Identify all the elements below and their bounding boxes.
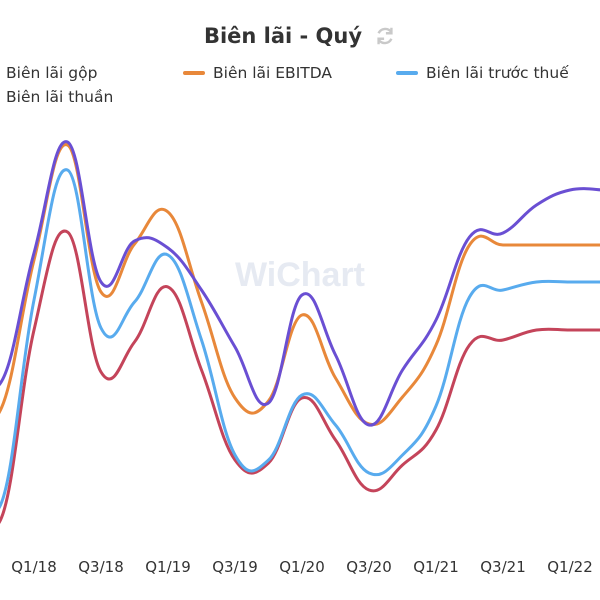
- legend-swatch: [396, 71, 418, 75]
- legend-item-bien-lai-thuan[interactable]: Biên lãi thuần: [0, 88, 113, 106]
- refresh-icon[interactable]: [374, 25, 396, 47]
- chart-legend: Biên lãi gộp Biên lãi EBITDA Biên lãi tr…: [0, 60, 600, 110]
- x-tick-label: Q1/22: [547, 558, 593, 576]
- series-line-3[interactable]: [0, 229, 600, 527]
- legend-label: Biên lãi thuần: [6, 88, 114, 106]
- legend-item-bien-lai-ebitda[interactable]: Biên lãi EBITDA: [183, 64, 332, 82]
- legend-label: Biên lãi trước thuế: [426, 64, 569, 82]
- chart-title: Biên lãi - Quý: [203, 24, 363, 48]
- x-tick-label: Q1/20: [279, 558, 325, 576]
- x-tick-label: Q3/19: [212, 558, 258, 576]
- legend-swatch: [183, 71, 205, 75]
- x-tick-label: Q3/18: [78, 558, 124, 576]
- legend-item-bien-lai-truoc-thue[interactable]: Biên lãi trước thuế: [396, 64, 569, 82]
- chart-watermark: WiChart: [235, 256, 365, 294]
- x-tick-label: Q1/21: [413, 558, 459, 576]
- legend-label: Biên lãi gộp: [6, 64, 98, 82]
- x-tick-label: Q3/21: [480, 558, 526, 576]
- x-tick-label: Q3/20: [346, 558, 392, 576]
- series-line-0[interactable]: [0, 140, 600, 427]
- series-line-2[interactable]: [0, 168, 600, 512]
- x-tick-label: Q1/18: [11, 558, 57, 576]
- x-tick-label: Q1/19: [145, 558, 191, 576]
- x-axis-ticks: Q1/18 Q3/18 Q1/19 Q3/19 Q1/20 Q3/20 Q1/21 Q3/21…: [11, 558, 593, 576]
- legend-item-bien-lai-gop[interactable]: Biên lãi gộp: [0, 64, 97, 82]
- series-layer: [0, 140, 600, 527]
- legend-label: Biên lãi EBITDA: [213, 64, 332, 82]
- chart-header: Biên lãi - Quý: [0, 24, 600, 48]
